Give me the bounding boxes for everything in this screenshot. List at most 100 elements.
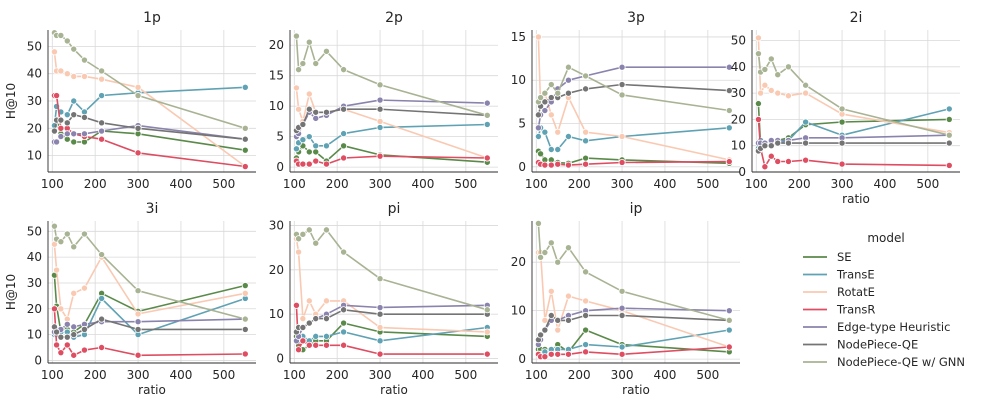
data-point (70, 72, 78, 80)
data-point (322, 315, 330, 323)
data-point (295, 346, 303, 354)
data-point (134, 318, 142, 326)
data-point (537, 331, 545, 339)
data-point (50, 48, 58, 56)
data-point (784, 63, 792, 71)
data-point (483, 111, 491, 119)
x-tick-label: 300 (611, 368, 634, 382)
data-point (838, 160, 846, 168)
y-tick-label: 5 (276, 130, 284, 144)
x-tick-label: 100 (41, 177, 64, 191)
y-tick-label: 40 (731, 60, 746, 74)
data-point (305, 297, 313, 305)
data-point (483, 328, 491, 336)
x-tick-label: 300 (369, 177, 392, 191)
data-point (582, 160, 590, 168)
data-point (98, 135, 106, 143)
x-tick-label: 500 (916, 177, 939, 191)
x-tick-label: 200 (568, 177, 591, 191)
data-point (340, 248, 348, 256)
data-point (322, 297, 330, 305)
data-point (305, 148, 313, 156)
data-point (305, 133, 313, 141)
data-point (241, 289, 249, 297)
series-nodepiece-qe (292, 105, 491, 135)
data-point (57, 116, 65, 124)
data-point (305, 38, 313, 46)
data-point (547, 312, 555, 320)
x-tick-label: 300 (127, 177, 150, 191)
data-point (564, 244, 572, 252)
y-tick-label: 10 (511, 73, 526, 87)
data-point (802, 156, 810, 164)
data-point (541, 353, 549, 361)
data-point (340, 154, 348, 162)
data-point (50, 305, 58, 313)
data-point (376, 81, 384, 89)
x-tick-label: 200 (788, 177, 811, 191)
data-point (134, 92, 142, 100)
series-transr (292, 152, 491, 168)
data-point (802, 89, 810, 97)
data-point (618, 343, 626, 351)
x-tick-label: 100 (283, 368, 306, 382)
data-point (98, 67, 106, 75)
legend-item-transr: TransR (803, 303, 875, 317)
data-point (312, 341, 320, 349)
data-point (292, 84, 300, 92)
data-point (70, 323, 78, 331)
y-tick-label: 30 (27, 276, 42, 290)
data-point (98, 315, 106, 323)
data-point (376, 310, 384, 318)
data-point (299, 60, 307, 68)
panel-title: ip (630, 201, 643, 217)
data-point (754, 100, 762, 108)
data-point (725, 307, 733, 315)
data-point (838, 139, 846, 147)
data-point (376, 323, 384, 331)
series-rotate (534, 33, 733, 164)
panel-title: 2p (385, 10, 403, 26)
data-point (305, 90, 313, 98)
data-point (618, 81, 626, 89)
data-point (547, 145, 555, 153)
data-point (725, 326, 733, 334)
x-tick-label: 200 (84, 177, 107, 191)
data-point (534, 111, 542, 119)
data-point (70, 138, 78, 146)
data-point (134, 351, 142, 359)
data-point (80, 56, 88, 64)
data-point (784, 92, 792, 100)
data-point (340, 328, 348, 336)
data-point (57, 305, 65, 313)
panel-pi: 0 10 20 30 100 200 300 400 500 pi ratio (269, 201, 498, 397)
data-point (534, 132, 542, 140)
data-point (299, 136, 307, 144)
series-rotate (754, 34, 953, 137)
y-tick-label: 0 (276, 160, 284, 174)
data-point (241, 124, 249, 132)
data-point (98, 294, 106, 302)
data-point (564, 292, 572, 300)
data-point (483, 306, 491, 314)
data-point (312, 60, 320, 68)
data-point (547, 239, 555, 247)
data-point (541, 161, 549, 169)
panel-title: 3i (146, 201, 159, 217)
data-point (554, 326, 562, 334)
data-point (299, 120, 307, 128)
data-point (63, 341, 71, 349)
series-transe (50, 294, 249, 341)
data-point (241, 135, 249, 143)
data-point (945, 105, 953, 113)
data-point (57, 124, 65, 132)
data-point (554, 316, 562, 324)
data-point (312, 114, 320, 122)
data-point (945, 115, 953, 123)
data-point (98, 75, 106, 83)
y-tick-label: 15 (269, 69, 284, 83)
legend-label: Edge-type Heuristic (837, 320, 950, 334)
data-point (134, 287, 142, 295)
series-rotate (292, 235, 491, 336)
data-point (564, 161, 572, 169)
